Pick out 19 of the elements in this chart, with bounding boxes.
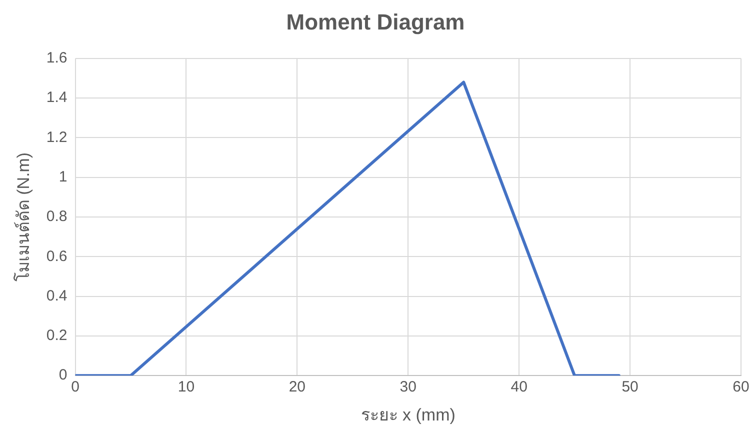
y-tick-label: 0.8 (46, 208, 68, 226)
x-tick-label: 0 (71, 378, 80, 396)
y-tick-label: 0 (58, 366, 68, 384)
y-tick-label: 1.2 (46, 128, 68, 146)
x-tick-label: 50 (622, 378, 638, 396)
y-tick-label: 1.6 (46, 50, 68, 67)
y-tick-label: 0.2 (46, 327, 68, 344)
x-tick-label: 20 (288, 378, 306, 396)
chart-title: Moment Diagram (286, 9, 465, 34)
y-tick-label: 1 (58, 168, 68, 186)
x-tick-label: 10 (178, 378, 195, 396)
x-axis-title: ระยะ x (mm) (360, 405, 456, 424)
y-axis-title: โมเมนต์ดัด (N.m) (12, 152, 33, 282)
y-tick-label: 1.4 (46, 89, 68, 106)
x-tick-label: 60 (732, 378, 750, 396)
y-tick-label: 0.6 (46, 248, 68, 265)
x-tick-label: 40 (510, 378, 528, 396)
y-tick-label: 0.4 (46, 287, 68, 304)
x-tick-label: 30 (400, 378, 416, 396)
